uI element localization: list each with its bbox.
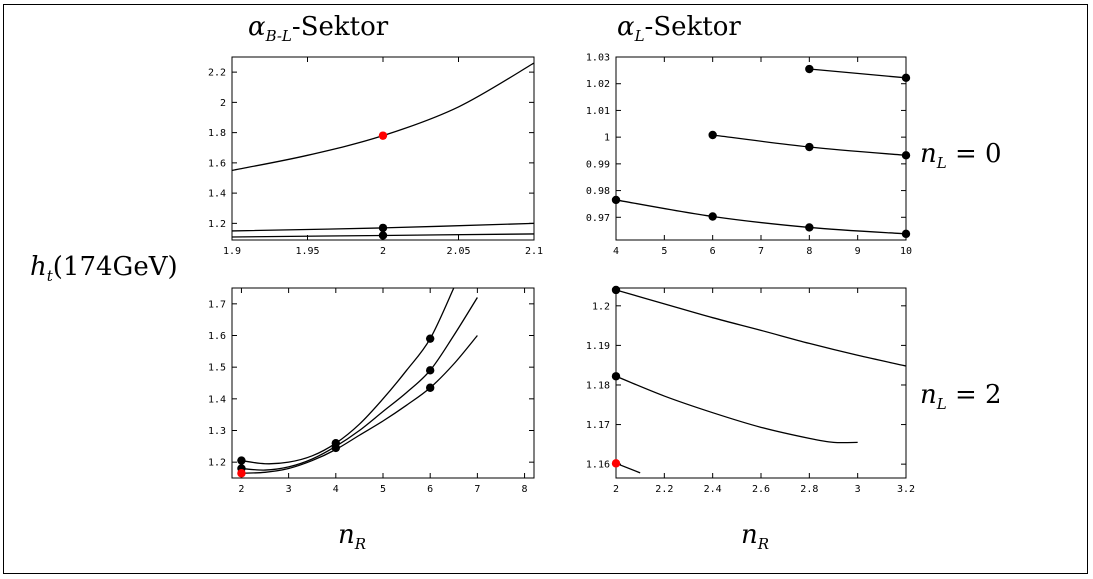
x-tick-label: 1.95 — [295, 246, 319, 257]
x-tick-label: 2.2 — [655, 484, 673, 495]
y-tick-label: 1.2 — [208, 458, 226, 469]
data-point — [901, 229, 911, 239]
plot-frame-top-right — [615, 56, 907, 241]
x-tick-label: 2.1 — [525, 246, 543, 257]
y-tick-label: 1.02 — [586, 79, 610, 90]
left-column-title: αB-L-Sektor — [248, 12, 389, 46]
highlight-point — [237, 469, 246, 478]
x-tick-label: 6 — [710, 246, 716, 257]
data-point — [901, 73, 911, 83]
y-tick-label: 1.01 — [586, 106, 610, 117]
data-point — [237, 456, 246, 465]
figure-frame — [3, 4, 1088, 574]
x-tick-label: 4 — [333, 484, 339, 495]
y-tick-label: 1.03 — [586, 53, 610, 64]
series-line-1 — [241, 288, 455, 465]
y-tick-label: 1.18 — [586, 380, 610, 391]
data-point — [708, 130, 717, 140]
y-tick-label: 1.7 — [208, 299, 226, 310]
y-tick-label: 1.2 — [592, 301, 610, 312]
x-tick-label: 3.2 — [897, 484, 915, 495]
x-tick-label: 5 — [380, 484, 386, 495]
data-point — [805, 223, 814, 232]
y-tick-label: 1.2 — [208, 219, 226, 230]
series-line-1 — [232, 62, 534, 172]
y-tick-label: 1.19 — [586, 341, 610, 352]
y-tick-label: 1.6 — [208, 331, 226, 342]
right-column-title: αL-Sektor — [617, 12, 741, 46]
x-tick-label: 2 — [380, 246, 386, 257]
x-tick-label: 8 — [806, 246, 812, 257]
y-tick-label: 1 — [604, 133, 610, 144]
series-line-1 — [809, 68, 906, 79]
x-tick-label: 4 — [613, 246, 619, 257]
x-tick-label: 7 — [758, 246, 764, 257]
highlight-point — [378, 131, 388, 140]
highlight-point — [611, 459, 621, 468]
x-tick-label: 6 — [427, 484, 433, 495]
x-tick-label: 2.6 — [752, 484, 770, 495]
series-line-2 — [241, 297, 478, 471]
y-tick-label: 2.2 — [208, 68, 226, 79]
y-tick-label: 1.16 — [586, 460, 610, 471]
data-point — [708, 212, 717, 221]
data-point — [611, 195, 621, 205]
data-point — [378, 231, 388, 240]
data-point — [378, 223, 388, 233]
data-point — [425, 383, 435, 392]
plot-frame-bottom-right — [615, 287, 907, 479]
series-line-3 — [241, 335, 478, 474]
x-tick-label: 3 — [855, 484, 861, 495]
x-tick-label: 2.4 — [704, 484, 722, 495]
series-line-3 — [616, 199, 906, 235]
x-tick-label: 2 — [613, 484, 619, 495]
y-tick-label: 1.8 — [208, 128, 226, 139]
x-tick-label: 9 — [855, 246, 861, 257]
data-point — [611, 372, 621, 381]
plot-frame-bottom-left — [231, 287, 535, 479]
plot-frame-top-left — [231, 56, 535, 241]
y-tick-label: 0.98 — [586, 186, 610, 197]
series-line-3 — [616, 462, 641, 474]
x-tick-label: 10 — [900, 246, 912, 257]
data-point — [805, 142, 814, 152]
x-tick-label: 7 — [474, 484, 480, 495]
y-tick-label: 1.4 — [208, 394, 226, 405]
y-tick-label: 1.4 — [208, 189, 226, 200]
row-bottom-label: nL = 2 — [920, 380, 1002, 414]
data-point — [331, 443, 341, 453]
series-line-2 — [616, 375, 858, 444]
series-line-1 — [616, 289, 906, 367]
x-tick-label: 2.8 — [800, 484, 818, 495]
y-tick-label: 0.97 — [586, 213, 610, 224]
data-point — [805, 64, 814, 74]
y-tick-label: 0.99 — [586, 159, 610, 170]
y-tick-label: 1.6 — [208, 158, 226, 169]
data-point — [901, 151, 911, 160]
x-tick-label: 2 — [238, 484, 244, 495]
x-axis-label-left: nR — [338, 520, 367, 554]
data-point — [425, 366, 435, 375]
x-tick-label: 5 — [661, 246, 667, 257]
x-tick-label: 3 — [286, 484, 292, 495]
y-tick-label: 2 — [220, 98, 226, 109]
data-point — [611, 285, 621, 295]
x-tick-label: 2.05 — [446, 246, 470, 257]
x-tick-label: 8 — [522, 484, 528, 495]
data-point — [425, 334, 435, 343]
x-axis-label-right: nR — [741, 520, 770, 554]
y-tick-label: 1.17 — [586, 420, 610, 431]
row-top-label: nL = 0 — [920, 139, 1002, 173]
y-tick-label: 1.3 — [208, 426, 226, 437]
x-tick-label: 1.9 — [223, 246, 241, 257]
y-tick-label: 1.5 — [208, 363, 226, 374]
y-axis-label: ht(174GeV) — [30, 252, 178, 286]
